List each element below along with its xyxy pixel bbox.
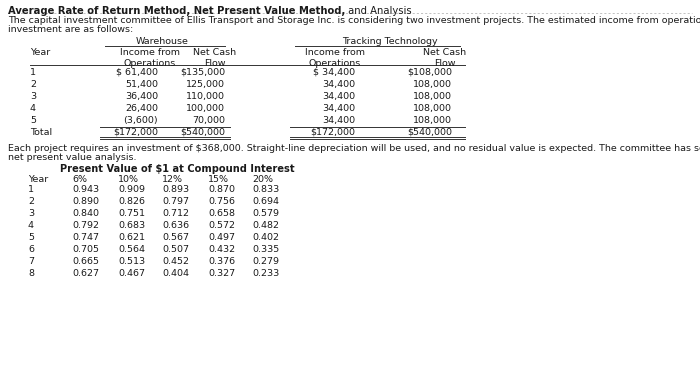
Text: 108,000: 108,000: [413, 116, 452, 125]
Text: 36,400: 36,400: [125, 92, 158, 101]
Text: 0.658: 0.658: [208, 209, 235, 218]
Text: Present Value of $1 at Compound Interest: Present Value of $1 at Compound Interest: [60, 164, 295, 174]
Text: 34,400: 34,400: [322, 80, 355, 89]
Text: 0.233: 0.233: [252, 269, 279, 278]
Text: 2: 2: [30, 80, 36, 89]
Text: 0.621: 0.621: [118, 233, 145, 242]
Text: 3: 3: [30, 92, 36, 101]
Text: 0.567: 0.567: [162, 233, 189, 242]
Text: Tracking Technology: Tracking Technology: [342, 37, 438, 46]
Text: 0.890: 0.890: [72, 197, 99, 206]
Text: 2: 2: [28, 197, 34, 206]
Text: net present value analysis.: net present value analysis.: [8, 153, 136, 162]
Text: 0.756: 0.756: [208, 197, 235, 206]
Text: 1: 1: [30, 68, 36, 77]
Text: 0.627: 0.627: [72, 269, 99, 278]
Text: Warehouse: Warehouse: [136, 37, 188, 46]
Text: 110,000: 110,000: [186, 92, 225, 101]
Text: 0.705: 0.705: [72, 245, 99, 254]
Text: $540,000: $540,000: [180, 128, 225, 137]
Text: 0.482: 0.482: [252, 221, 279, 230]
Text: 108,000: 108,000: [413, 92, 452, 101]
Text: 0.279: 0.279: [252, 257, 279, 266]
Text: 0.694: 0.694: [252, 197, 279, 206]
Text: 0.683: 0.683: [118, 221, 145, 230]
Text: 1: 1: [28, 185, 34, 194]
Text: 0.943: 0.943: [72, 185, 99, 194]
Text: $172,000: $172,000: [310, 128, 355, 137]
Text: 0.572: 0.572: [208, 221, 235, 230]
Text: $172,000: $172,000: [113, 128, 158, 137]
Text: investment are as follows:: investment are as follows:: [8, 25, 133, 34]
Text: 0.893: 0.893: [162, 185, 189, 194]
Text: 4: 4: [28, 221, 34, 230]
Text: 15%: 15%: [208, 175, 229, 184]
Text: 6: 6: [28, 245, 34, 254]
Text: 20%: 20%: [252, 175, 273, 184]
Text: 0.747: 0.747: [72, 233, 99, 242]
Text: 0.452: 0.452: [162, 257, 189, 266]
Text: 5: 5: [28, 233, 34, 242]
Text: 0.564: 0.564: [118, 245, 145, 254]
Text: Net Cash
Flow: Net Cash Flow: [193, 48, 237, 68]
Text: Net Cash
Flow: Net Cash Flow: [424, 48, 467, 68]
Text: 0.909: 0.909: [118, 185, 145, 194]
Text: 0.402: 0.402: [252, 233, 279, 242]
Text: $108,000: $108,000: [407, 68, 452, 77]
Text: Year: Year: [28, 175, 48, 184]
Text: 0.712: 0.712: [162, 209, 189, 218]
Text: 0.833: 0.833: [252, 185, 279, 194]
Text: 0.579: 0.579: [252, 209, 279, 218]
Text: 0.497: 0.497: [208, 233, 235, 242]
Text: The capital investment committee of Ellis Transport and Storage Inc. is consider: The capital investment committee of Elli…: [8, 16, 700, 25]
Text: 108,000: 108,000: [413, 104, 452, 113]
Text: 0.432: 0.432: [208, 245, 235, 254]
Text: 0.797: 0.797: [162, 197, 189, 206]
Text: 108,000: 108,000: [413, 80, 452, 89]
Text: 0.840: 0.840: [72, 209, 99, 218]
Text: Average Rate of Return Method, Net Present Value Method,: Average Rate of Return Method, Net Prese…: [8, 6, 345, 16]
Text: 5: 5: [30, 116, 36, 125]
Text: 34,400: 34,400: [322, 116, 355, 125]
Text: $ 34,400: $ 34,400: [313, 68, 355, 77]
Text: $ 61,400: $ 61,400: [116, 68, 158, 77]
Text: 0.870: 0.870: [208, 185, 235, 194]
Text: 125,000: 125,000: [186, 80, 225, 89]
Text: 3: 3: [28, 209, 34, 218]
Text: 0.826: 0.826: [118, 197, 145, 206]
Text: 0.376: 0.376: [208, 257, 235, 266]
Text: Year: Year: [30, 48, 50, 57]
Text: and Analysis: and Analysis: [345, 6, 412, 16]
Text: 26,400: 26,400: [125, 104, 158, 113]
Text: 0.636: 0.636: [162, 221, 189, 230]
Text: 34,400: 34,400: [322, 104, 355, 113]
Text: 0.327: 0.327: [208, 269, 235, 278]
Text: 70,000: 70,000: [192, 116, 225, 125]
Text: 12%: 12%: [162, 175, 183, 184]
Text: 7: 7: [28, 257, 34, 266]
Text: 51,400: 51,400: [125, 80, 158, 89]
Text: (3,600): (3,600): [123, 116, 158, 125]
Text: 10%: 10%: [118, 175, 139, 184]
Text: 100,000: 100,000: [186, 104, 225, 113]
Text: 6%: 6%: [72, 175, 87, 184]
Text: Each project requires an investment of $368,000. Straight-line depreciation will: Each project requires an investment of $…: [8, 144, 700, 153]
Text: 0.792: 0.792: [72, 221, 99, 230]
Text: 0.513: 0.513: [118, 257, 145, 266]
Text: 0.665: 0.665: [72, 257, 99, 266]
Text: $540,000: $540,000: [407, 128, 452, 137]
Text: 0.751: 0.751: [118, 209, 145, 218]
Text: 0.507: 0.507: [162, 245, 189, 254]
Text: 0.404: 0.404: [162, 269, 189, 278]
Text: $135,000: $135,000: [180, 68, 225, 77]
Text: Income from
Operations: Income from Operations: [305, 48, 365, 68]
Text: 4: 4: [30, 104, 36, 113]
Text: Income from
Operations: Income from Operations: [120, 48, 180, 68]
Text: 0.467: 0.467: [118, 269, 145, 278]
Text: Total: Total: [30, 128, 52, 137]
Text: 0.335: 0.335: [252, 245, 279, 254]
Text: 8: 8: [28, 269, 34, 278]
Text: 34,400: 34,400: [322, 92, 355, 101]
